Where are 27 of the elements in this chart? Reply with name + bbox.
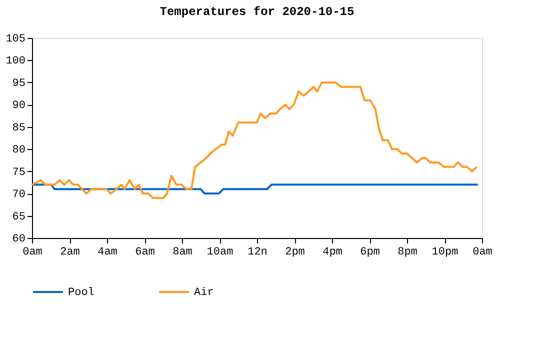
x-tick-label: 4am [98,246,118,258]
legend-label: Pool [68,287,94,299]
x-tick-label: 4pm [322,246,343,258]
y-tick-label: 100 [6,56,26,68]
y-tick-label: 60 [12,234,26,246]
y-tick-label: 85 [12,122,26,134]
y-tick-label: 75 [12,166,26,179]
x-tick-label: 2pm [285,246,306,258]
x-tick-label: 8am [172,246,193,258]
y-tick-label: 65 [12,211,26,224]
x-tick-label: 8pm [398,246,418,258]
x-tick-label: 6pm [360,246,380,258]
x-tick-label: 0am [472,246,493,258]
chart-title: Temperatures for 2020-10-15 [160,5,354,19]
x-tick-label: 10pm [432,246,459,258]
y-tick-label: 70 [12,189,26,202]
legend-label: Air [194,287,214,299]
x-tick-label: 0am [22,246,43,258]
x-tick-label: 10am [206,246,234,258]
y-tick-label: 80 [12,144,26,157]
x-tick-label: 6am [135,246,156,258]
line-series [31,81,478,199]
y-tick-label: 90 [12,100,26,112]
x-tick-label: 12n [248,246,268,258]
y-tick-label: 105 [6,34,26,46]
y-tick-label: 95 [12,78,26,90]
x-tick-label: 2am [60,246,80,258]
